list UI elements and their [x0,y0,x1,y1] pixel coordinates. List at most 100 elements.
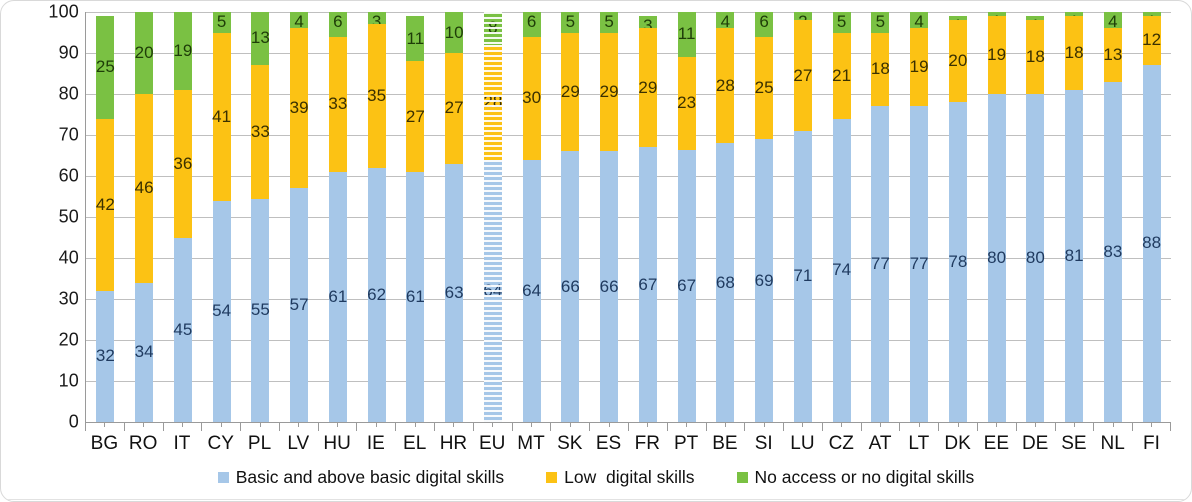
bar-column-hu[interactable]: 6 33 61 [319,12,358,422]
x-axis-category-cz[interactable]: CZ [821,422,861,456]
bar-segment[interactable]: 27 [406,61,425,172]
legend-item-0[interactable]: Basic and above basic digital skills [217,467,504,488]
x-axis-category-fr[interactable]: FR [627,422,667,456]
bar-segment[interactable]: 33 [328,36,347,172]
bar-segment[interactable]: 6 [522,12,541,37]
bar-segment[interactable]: 39 [290,28,309,189]
bar-stack[interactable]: 5 18 77 [871,12,890,422]
bar-segment[interactable]: 18 [1026,20,1045,94]
bar-segment[interactable]: 29 [638,28,657,148]
bar-stack[interactable]: 6 33 61 [328,12,347,422]
bar-segment[interactable]: 27 [445,53,464,164]
x-axis-category-es[interactable]: ES [589,422,628,456]
bar-column-fi[interactable]: 11288 [1132,12,1171,422]
x-axis-category-lu[interactable]: LU [783,422,822,456]
bar-stack[interactable]: 3 35 62 [367,12,386,422]
bar-column-eu[interactable]: 8 28 64 [474,12,513,423]
x-axis-category-lv[interactable]: LV [278,422,318,456]
bar-segment[interactable]: 20 [135,12,154,95]
bar-segment[interactable]: 11 [677,11,696,57]
bar-segment[interactable]: 64 [483,159,502,423]
bar-segment[interactable]: 67 [677,150,696,422]
x-axis-category-be[interactable]: BE [705,422,745,456]
x-axis-category-lt[interactable]: LT [899,422,938,456]
bar-column-pt[interactable]: 11 23 67 [667,11,706,422]
bar-stack[interactable]: 19 36 45 [173,12,192,422]
x-axis-category-ee[interactable]: EE [976,422,1016,456]
x-axis-category-ro[interactable]: RO [123,422,163,456]
x-axis-category-it[interactable]: IT [162,422,202,456]
x-axis-category-pl[interactable]: PL [240,422,279,456]
bar-segment[interactable]: 19 [173,12,192,90]
bar-segment[interactable]: 19 [910,28,929,107]
bar-segment[interactable]: 4 [1103,12,1122,30]
bar-segment[interactable]: 32 [96,290,115,422]
bar-segment[interactable]: 78 [948,102,967,422]
bar-segment[interactable]: 8 [483,12,502,45]
bar-stack[interactable]: 12078 [948,12,967,422]
bar-segment[interactable]: 68 [716,143,735,422]
bar-segment[interactable]: 61 [406,171,425,422]
legend-item-1[interactable]: Low digital skills [546,467,695,488]
bar-column-hr[interactable]: 10 27 63 [435,12,474,422]
bar-segment[interactable]: 71 [793,130,812,422]
bar-column-se[interactable]: 11881 [1055,12,1094,422]
bar-segment[interactable]: 4 [716,12,735,30]
bar-segment[interactable]: 23 [677,56,696,151]
bar-column-dk[interactable]: 12078 [939,12,978,422]
bar-segment[interactable]: 66 [600,151,619,422]
bar-segment[interactable]: 5 [212,12,231,33]
bar-segment[interactable]: 63 [445,163,464,422]
bar-segment[interactable]: 5 [832,12,851,33]
bar-segment[interactable]: 19 [987,16,1006,94]
bar-stack[interactable]: 6 30 64 [522,12,541,422]
bar-stack[interactable]: 3 29 67 [638,12,657,422]
bar-segment[interactable]: 25 [755,36,774,140]
bar-segment[interactable]: 57 [290,188,309,422]
bar-segment[interactable]: 10 [445,12,464,54]
bar-stack[interactable]: 11 23 67 [677,11,696,422]
bar-stack[interactable]: 5 29 66 [600,12,619,422]
bar-segment[interactable]: 80 [987,94,1006,422]
x-axis-category-de[interactable]: DE [1015,422,1055,456]
x-axis-category-fi[interactable]: FI [1132,422,1171,456]
bar-segment[interactable]: 28 [716,28,735,144]
bar-column-at[interactable]: 5 18 77 [861,12,900,422]
bar-segment[interactable]: 6 [328,12,347,37]
bar-segment[interactable]: 2 [793,12,812,30]
bar-column-de[interactable]: 11880 [1016,12,1055,422]
bar-segment[interactable]: 27 [793,20,812,131]
x-axis-category-hr[interactable]: HR [434,422,473,456]
bar-column-fr[interactable]: 3 29 67 [629,12,668,422]
bar-segment[interactable]: 80 [1026,94,1045,422]
bar-segment[interactable]: 28 [483,44,502,160]
x-axis-category-dk[interactable]: DK [938,422,977,456]
bar-column-es[interactable]: 5 29 66 [590,12,629,422]
x-axis-category-nl[interactable]: NL [1093,422,1132,456]
bar-segment[interactable]: 13 [1103,28,1122,82]
bar-column-cz[interactable]: 5 21 74 [822,12,861,422]
bar-stack[interactable]: 4 19 77 [910,12,929,422]
bar-stack[interactable]: 5 29 66 [561,12,580,422]
bar-segment[interactable]: 64 [522,159,541,422]
bar-segment[interactable]: 55 [251,198,270,422]
bar-segment[interactable]: 61 [328,171,347,422]
bar-segment[interactable]: 25 [96,16,115,119]
bar-segment[interactable]: 6 [755,12,774,37]
bar-segment[interactable]: 77 [871,106,890,422]
bar-segment[interactable]: 11 [406,16,425,62]
bar-stack[interactable]: 5 41 54 [212,12,231,422]
x-axis-category-sk[interactable]: SK [550,422,589,456]
bar-segment[interactable]: 4 [910,12,929,30]
bar-segment[interactable]: 83 [1103,81,1122,422]
bar-segment[interactable]: 45 [173,237,192,422]
bar-segment[interactable]: 4 [290,12,309,30]
bar-segment[interactable]: 12 [1142,16,1161,65]
bar-column-lv[interactable]: 4 39 57 [280,12,319,422]
bar-stack[interactable]: 11880 [1026,12,1045,422]
bar-segment[interactable]: 30 [522,36,541,160]
bar-segment[interactable]: 74 [832,118,851,422]
bar-column-lu[interactable]: 2 27 71 [784,12,823,422]
bar-segment[interactable]: 5 [871,12,890,33]
bar-segment[interactable]: 77 [910,106,929,422]
